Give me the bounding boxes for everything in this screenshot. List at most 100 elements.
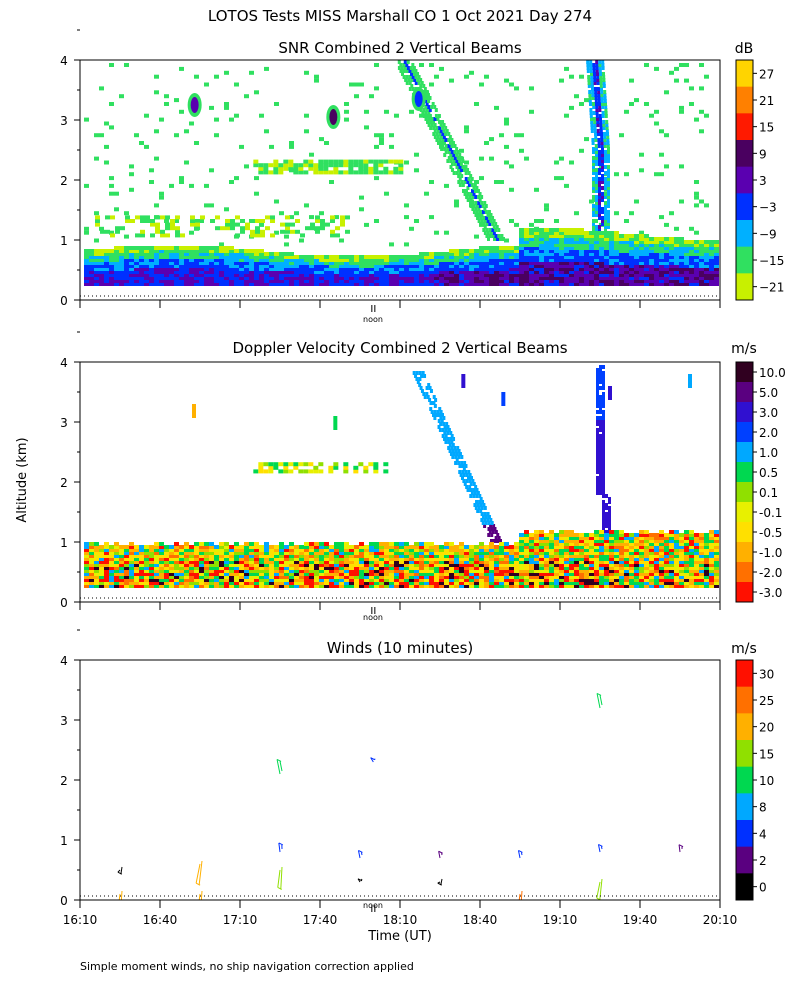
velocity-cell [139, 584, 144, 588]
velocity-cell [339, 548, 344, 552]
snr-cell [229, 267, 234, 271]
velocity-cell [414, 557, 419, 561]
snr-cell [419, 84, 423, 88]
snr-cell [598, 102, 601, 106]
velocity-cell [594, 536, 599, 540]
snr-cell [134, 252, 139, 256]
snr-cell [475, 204, 479, 208]
velocity-cell [574, 578, 579, 582]
snr-cell [239, 279, 244, 283]
snr-cell [450, 156, 454, 160]
velocity-cell [253, 469, 259, 474]
snr-cell [424, 99, 428, 103]
snr-cell [264, 270, 269, 274]
velocity-cell [474, 584, 479, 588]
velocity-cell [309, 581, 314, 585]
snr-cell [179, 282, 184, 286]
snr-cell [184, 129, 189, 134]
snr-cell [598, 171, 601, 175]
velocity-cell [294, 566, 299, 570]
snr-cell [259, 267, 264, 271]
snr-cell [654, 121, 659, 126]
velocity-cell [373, 465, 379, 470]
snr-cell [639, 282, 644, 286]
snr-cell [679, 279, 684, 283]
velocity-cell [129, 548, 134, 552]
velocity-cell [574, 563, 579, 567]
snr-cell [444, 273, 449, 277]
snr-cell [598, 189, 601, 193]
snr-cell [434, 108, 438, 112]
velocity-cell [318, 469, 324, 474]
velocity-cell [599, 533, 604, 537]
velocity-cell [329, 566, 334, 570]
velocity-cell [539, 578, 544, 582]
velocity-cell [149, 560, 154, 564]
snr-cell [654, 261, 659, 265]
velocity-cell [333, 465, 339, 470]
snr-cell [699, 243, 704, 247]
snr-cell [529, 261, 534, 265]
snr-cell [369, 276, 374, 280]
snr-cell [159, 252, 164, 256]
velocity-cell [474, 566, 479, 570]
velocity-cell [139, 575, 144, 579]
velocity-cell [584, 539, 589, 543]
snr-cell [629, 270, 634, 274]
snr-cell [634, 279, 639, 283]
velocity-cell [159, 557, 164, 561]
snr-cell [417, 81, 421, 85]
velocity-cell [139, 557, 144, 561]
velocity-cell [209, 566, 214, 570]
snr-cell [447, 144, 451, 148]
snr-cell [348, 159, 354, 164]
snr-cell [374, 270, 379, 274]
velocity-cell [114, 551, 119, 555]
velocity-cell [299, 563, 304, 567]
snr-cell [313, 170, 319, 175]
snr-noon-label: noon [363, 315, 383, 324]
snr-cell [574, 270, 579, 274]
snr-cell [590, 126, 594, 130]
velocity-cell [584, 569, 589, 573]
velocity-cell [344, 560, 349, 564]
snr-cell [467, 177, 471, 181]
velocity-cell [604, 572, 609, 576]
snr-cell [579, 276, 584, 280]
snr-cell [159, 270, 164, 274]
snr-cell [604, 222, 607, 226]
velocity-cell [289, 572, 294, 576]
snr-cell [389, 279, 394, 283]
snr-cell [244, 252, 249, 256]
colorbar-swatch [736, 86, 753, 114]
velocity-cell [379, 575, 384, 579]
snr-cell [464, 125, 469, 130]
velocity-cell [464, 572, 469, 576]
snr-cell [466, 180, 470, 184]
velocity-cell [319, 545, 324, 549]
snr-cell [559, 234, 564, 238]
velocity-cell [599, 446, 602, 450]
snr-cell [471, 207, 475, 211]
snr-cell [458, 159, 462, 163]
snr-cell [214, 246, 219, 250]
snr-cell [209, 203, 214, 208]
snr-cell [124, 282, 129, 286]
snr-cell [379, 141, 384, 145]
snr-cell [601, 177, 604, 181]
snr-cell [484, 141, 489, 145]
snr-cell [699, 109, 704, 114]
snr-cell [484, 255, 489, 259]
snr-cell [489, 282, 494, 286]
snr-cell [599, 252, 604, 256]
velocity-cell [534, 548, 539, 552]
snr-cell [614, 246, 619, 250]
snr-cell [559, 240, 564, 244]
velocity-cell [479, 542, 484, 546]
velocity-cell [459, 563, 464, 567]
snr-cell [149, 246, 154, 250]
velocity-cell [489, 542, 494, 546]
snr-cell [654, 66, 659, 71]
snr-cell [174, 270, 179, 274]
snr-cell [289, 258, 294, 262]
